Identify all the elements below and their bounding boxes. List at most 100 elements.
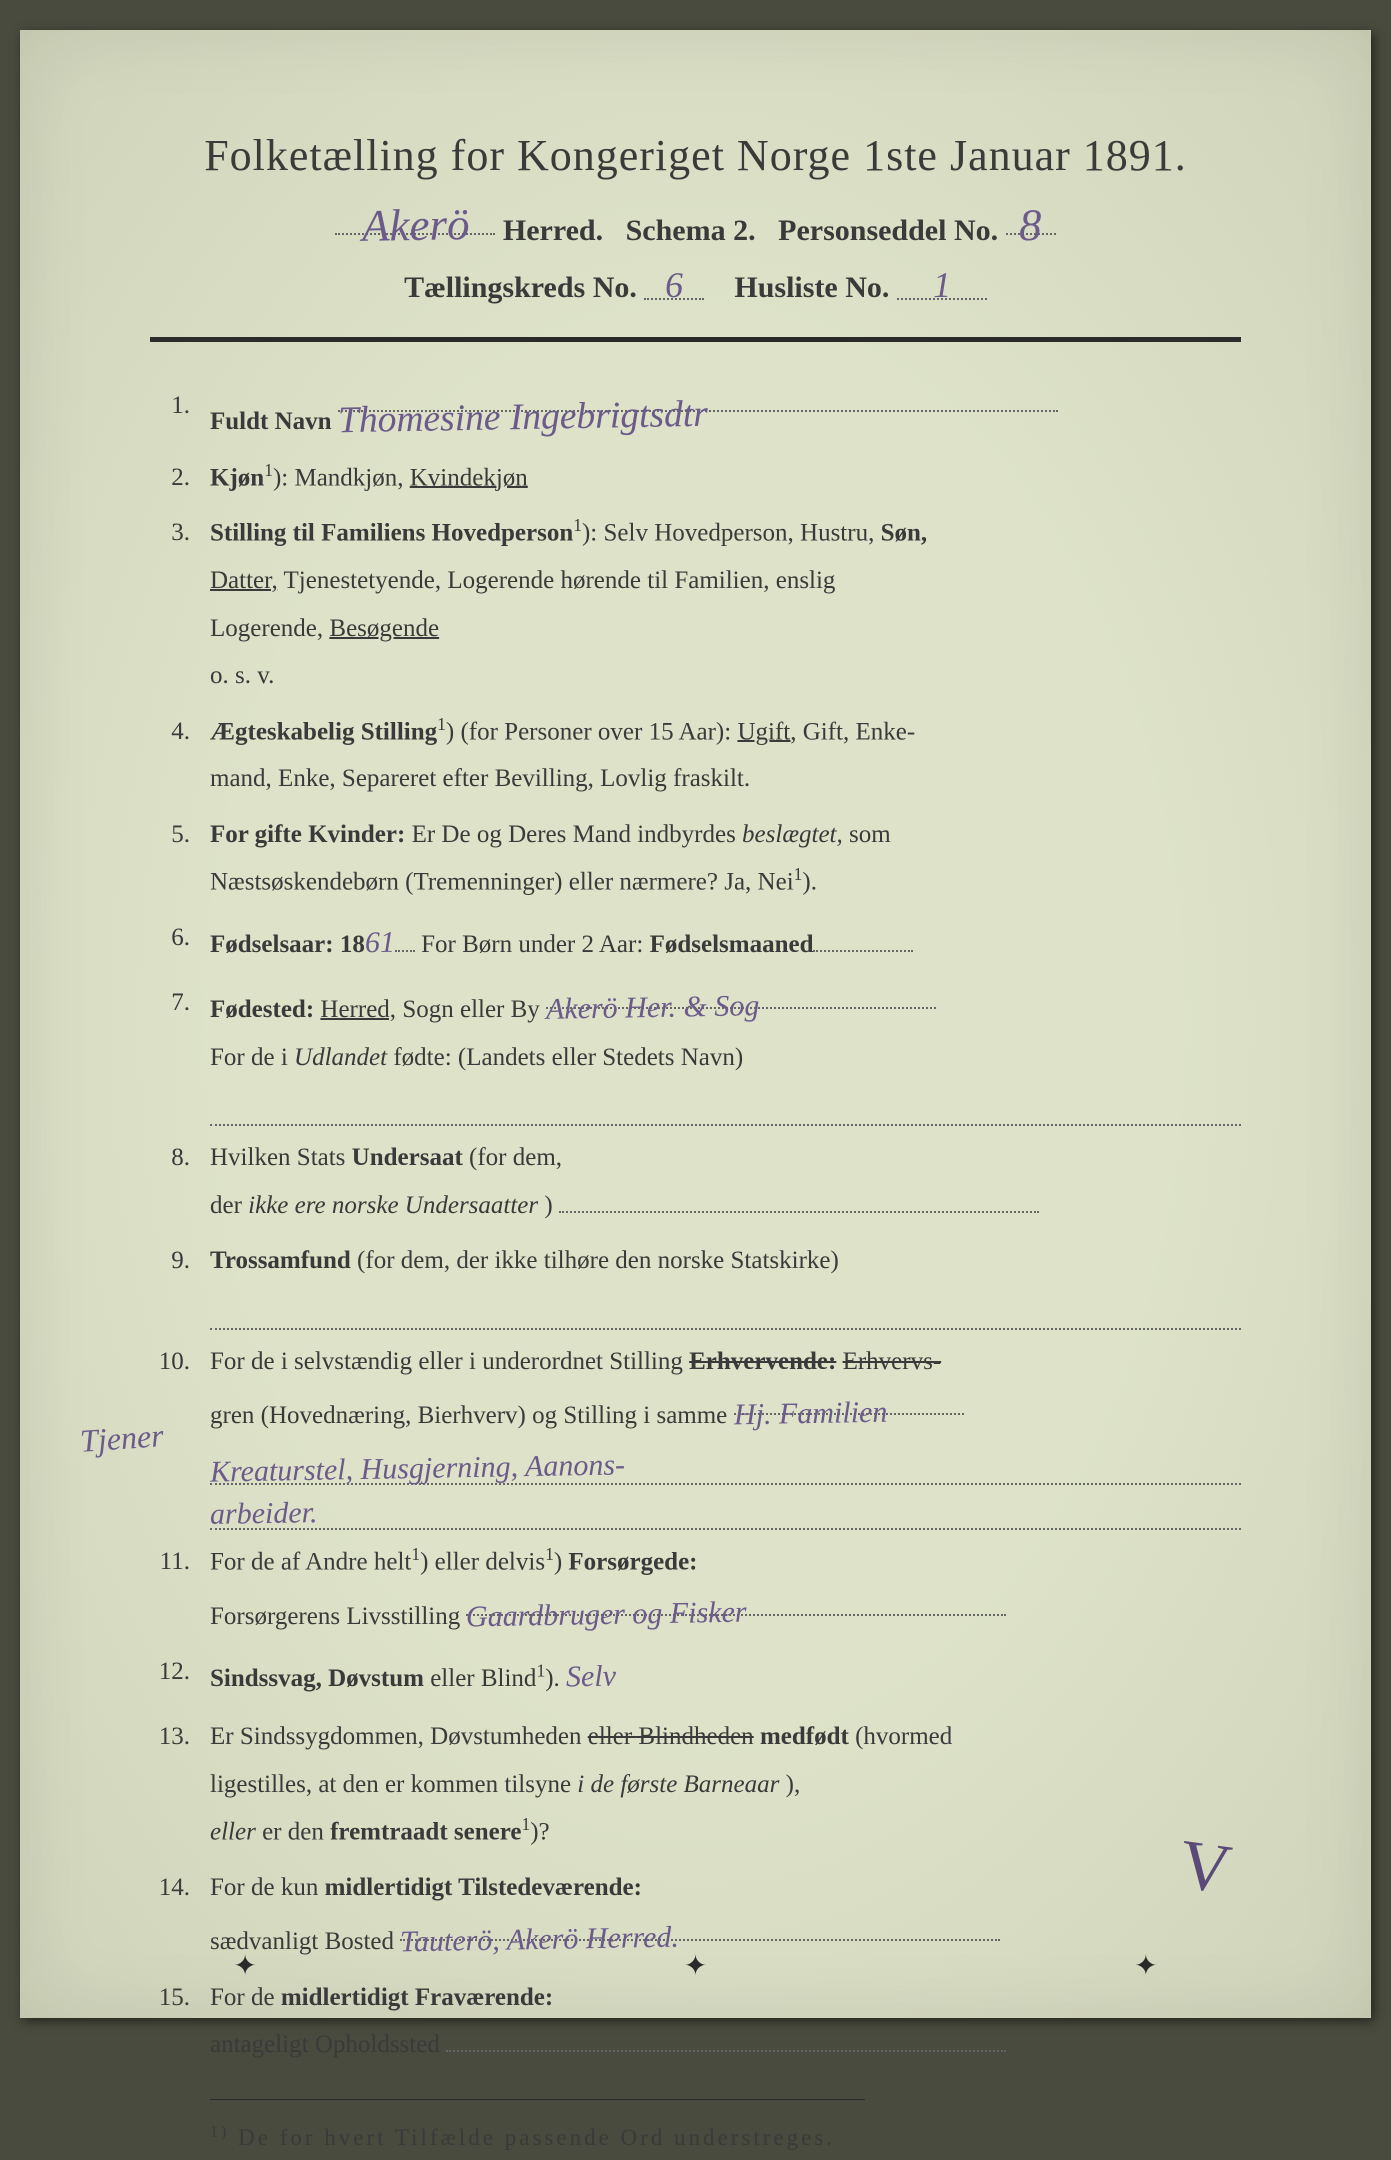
census-form-page: Folketælling for Kongeriget Norge 1ste J… [20,30,1371,2018]
q15-label: midlertidigt Fraværende: [281,1984,553,2011]
q3-label: Stilling til Familiens Hovedperson [210,520,573,547]
personseddel-label: Personseddel No. [778,214,998,247]
num-8: 8. [150,1134,210,1229]
form-body: 1. Fuldt Navn Thomesine Ingebrigtsdtr 2.… [150,382,1241,2160]
q3-line3a: Logerende, [210,615,329,642]
num-9: 9. [150,1237,210,1330]
herred-label: Herred. [503,214,603,247]
form-title: Folketælling for Kongeriget Norge 1ste J… [150,130,1241,181]
q8-line2end: ) [544,1192,552,1219]
taellingskreds-label: Tællingskreds No. [404,271,637,304]
q13-line3b: er den [262,1818,330,1845]
q6-year: 61 [364,914,395,972]
header-line-2: Akerö Herred. Schema 2. Personseddel No.… [150,199,1241,248]
q5-beslaegtet: beslægtet, [742,821,843,848]
q3-son: Søn, [881,520,928,547]
q13-line3c: fremtraadt senere [330,1818,521,1845]
footnote-rule [210,2099,865,2100]
q9-label: Trossamfund [210,1247,351,1274]
row-1: 1. Fuldt Navn Thomesine Ingebrigtsdtr [150,382,1241,446]
q14-text: For de kun [210,1874,325,1901]
q7-text: Sogn eller By [402,996,540,1023]
q14-line2: sædvanligt Bosted [210,1928,394,1955]
row-8: 8. Hvilken Stats Undersaat (for dem, der… [150,1134,1241,1229]
q10-hand-line2: Kreaturstel, Husgjerning, Aanons- [210,1440,1241,1485]
q7-line2b: Udlandet [294,1044,387,1071]
row-3: 3. Stilling til Familiens Hovedperson1):… [150,509,1241,699]
q6-label: Fødselsaar: 18 [210,931,365,958]
q10-margin-note: Tjener [78,1405,166,1471]
q10-line2: gren (Hovednæring, Bierhverv) og Stillin… [210,1402,727,1429]
q3-line1: Selv Hovedperson, Hustru, [604,520,881,547]
row-12: 12. Sindssvag, Døvstum eller Blind1). Se… [150,1648,1241,1705]
num-14: 14. [150,1864,210,1966]
q8-label: Undersaat [352,1144,463,1171]
q13-text2: (hvormed [855,1723,952,1750]
row-7: 7. Fødested: Herred, Sogn eller By Akerö… [150,979,1241,1126]
q8-line2i: ikke ere norske Undersaatter [248,1192,538,1219]
q5-text2: som [849,821,891,848]
q10-text1: For de i selvstændig eller i underordnet… [210,1348,689,1375]
q14-label: midlertidigt Tilstedeværende: [325,1874,642,1901]
q13-line2c: ), [786,1771,801,1798]
row-5: 5. For gifte Kvinder: Er De og Deres Man… [150,811,1241,906]
q13-line3a: eller [210,1818,256,1845]
q1-label: Fuldt Navn [210,408,332,435]
q6-label2: Fødselsmaaned [650,931,814,958]
q12-text: eller Blind [430,1665,536,1692]
q7-line2c: fødte: (Landets eller Stedets Navn) [393,1044,743,1071]
num-2: 2. [150,454,210,502]
q11-line2: Forsørgerens Livsstilling [210,1603,460,1630]
row-2: 2. Kjøn1): Mandkjøn, Kvindekjøn [150,454,1241,502]
q4-paren: (for Personer over 15 Aar): [460,718,737,745]
q3-osv: o. s. v. [210,662,274,689]
q14-value: Tauterö, Akerö Herred. [400,1909,680,1971]
q8-text2: (for dem, [469,1144,562,1171]
q2-selected: Kvindekjøn [410,464,528,491]
q3-datter: Datter, [210,567,278,594]
q9-blank-line [210,1285,1241,1330]
num-5: 5. [150,811,210,906]
q13-label: medfødt [760,1723,849,1750]
q3-besogende: Besøgende [329,615,439,642]
husliste-no: 1 [933,264,952,306]
q10-hand-line3: arbeider. [210,1485,1241,1530]
q11-text2: eller delvis [435,1548,545,1575]
num-15: 15. [150,1974,210,2069]
q13-strike: eller Blindheden [588,1723,754,1750]
schema-label: Schema 2. [626,214,756,247]
q8-line2: der [210,1192,248,1219]
q12-hand: Selv [566,1648,617,1706]
q15-line2: antageligt Opholdssted [210,2031,440,2058]
row-10: 10. Tjener For de i selvstændig eller i … [150,1338,1241,1530]
num-4: 4. [150,708,210,803]
q4-line2: mand, Enke, Separeret efter Bevilling, L… [210,765,750,792]
q13-text1: Er Sindssygdommen, Døvstumheden [210,1723,588,1750]
q5-label: For gifte Kvinder: [210,821,405,848]
num-11: 11. [150,1538,210,1640]
herred-handwritten: Akerö [361,198,469,252]
q4-rest: Gift, Enke- [803,718,915,745]
row-13: 13. Er Sindssygdommen, Døvstumheden elle… [150,1713,1241,1856]
row-14: 14. For de kun midlertidigt Tilstedevære… [150,1864,1241,1966]
q7-herred: Herred, [320,996,396,1023]
row-4: 4. Ægteskabelig Stilling1) (for Personer… [150,708,1241,803]
row-6: 6. Fødselsaar: 1861 For Børn under 2 Aar… [150,914,1241,971]
header-rule [150,337,1241,342]
personseddel-no: 8 [1019,199,1042,251]
q7-label: Fødested: [210,996,314,1023]
husliste-label: Husliste No. [734,271,889,304]
q13-line2a: ligestilles, at den er kommen tilsyne [210,1771,577,1798]
num-6: 6. [150,914,210,971]
footnote-text: De for hvert Tilfælde passende Ord under… [238,2125,835,2150]
taellingskreds-no: 6 [665,264,684,306]
q10-hand1: Hj. Familien [733,1384,887,1444]
num-3: 3. [150,509,210,699]
q5-line2: Næstsøskendebørn (Tremenninger) eller næ… [210,869,794,896]
num-12: 12. [150,1648,210,1705]
q7-blank-line [210,1081,1241,1126]
row-11: 11. For de af Andre helt1) eller delvis1… [150,1538,1241,1640]
q4-label: Ægteskabelig Stilling [210,718,437,745]
footnote: 1) De for hvert Tilfælde passende Ord un… [210,2116,1241,2160]
q11-label: Forsørgede: [568,1548,697,1575]
